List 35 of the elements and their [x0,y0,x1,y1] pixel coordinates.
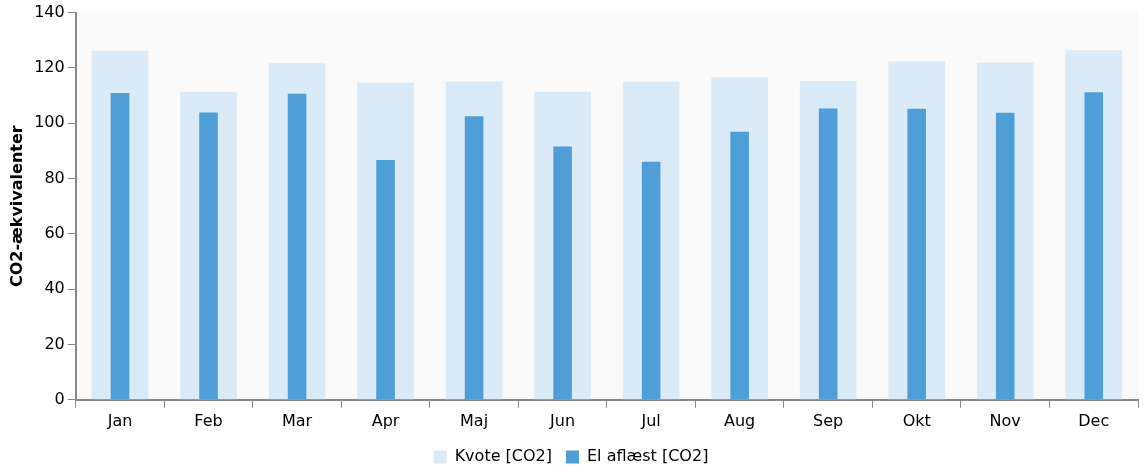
x-tick-label: Nov [989,410,1021,430]
y-tick-label: 140 [34,1,65,21]
y-tick-label: 20 [44,333,65,353]
y-tick-label: 40 [44,278,65,298]
bar [907,108,926,400]
x-tick-label: Dec [1078,410,1110,430]
bar [730,131,749,400]
x-tick-label: Maj [460,410,489,430]
bar [376,160,395,400]
x-tick-label: Apr [371,410,400,430]
x-tick-label: Okt [902,410,931,430]
y-axis-title: CO2-ækvivalenter [6,125,26,288]
legend-label: El aflæst [CO2] [587,446,709,466]
x-tick-label: Sep [813,410,844,430]
y-tick-label: 120 [34,57,65,77]
bar [110,93,130,400]
x-tick-label: Jan [106,410,133,430]
y-tick-label: 60 [44,223,65,243]
x-tick-label: Feb [194,410,223,430]
bar [464,116,484,400]
bar [287,93,307,400]
bar [995,112,1015,400]
x-tick-label: Jun [549,410,576,430]
bar [641,161,661,400]
legend-label: Kvote [CO2] [454,446,553,466]
bar [199,112,218,400]
bar [553,146,572,400]
x-tick-label: Mar [281,410,313,430]
y-tick-label: 80 [44,167,65,187]
bar [1084,92,1104,400]
x-tick-label: Aug [724,410,756,430]
y-tick-label: 100 [34,112,65,132]
bar [818,108,838,400]
y-tick-label: 0 [54,388,65,408]
x-tick-label: Jul [640,410,661,430]
